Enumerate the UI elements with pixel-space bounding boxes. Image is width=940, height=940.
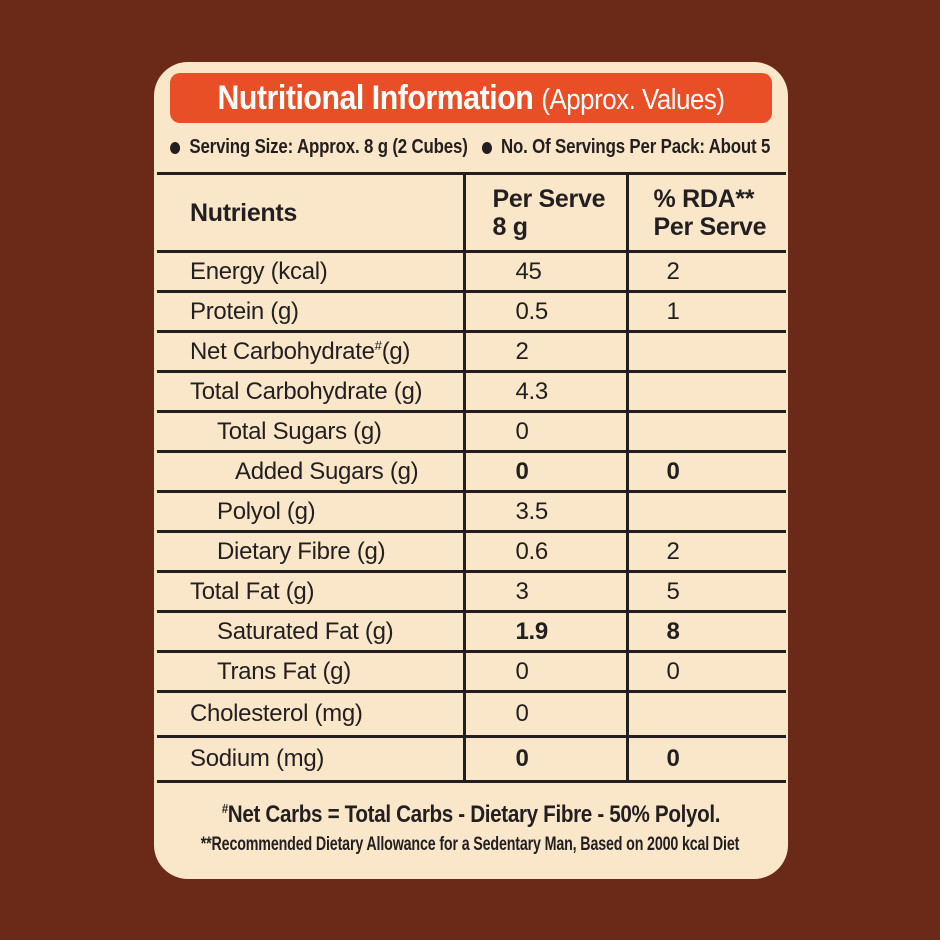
servings-per-pack-text: No. Of Servings Per Pack: About 5 bbox=[500, 136, 771, 158]
nutrient-label: Total Sugars (g) bbox=[157, 410, 464, 453]
nutrient-label: Saturated Fat (g) bbox=[157, 610, 464, 653]
per-serve-value: 0 bbox=[462, 650, 627, 693]
table-row: Sodium (mg) 0 0 bbox=[157, 735, 786, 783]
header-title: Nutritional Information bbox=[217, 78, 534, 117]
col-header-rda: % RDA** Per Serve bbox=[625, 172, 786, 253]
table-row: Polyol (g) 3.5 bbox=[157, 490, 786, 533]
table-header-row: Nutrients Per Serve 8 g % RDA** Per Serv… bbox=[157, 172, 786, 253]
nutrient-label: Trans Fat (g) bbox=[157, 650, 464, 693]
net-carbs-footnote-text: Net Carbs = Total Carbs - Dietary Fibre … bbox=[227, 801, 721, 828]
per-serve-value: 0.5 bbox=[462, 290, 627, 333]
per-serve-value: 2 bbox=[462, 330, 627, 373]
rda-value: 2 bbox=[625, 250, 786, 293]
per-serve-value: 0 bbox=[462, 735, 627, 783]
per-serve-value: 3.5 bbox=[462, 490, 627, 533]
table-row: Trans Fat (g) 0 0 bbox=[157, 650, 786, 693]
servings-per-pack-item: No. Of Servings Per Pack: About 5 bbox=[481, 136, 771, 159]
col-header-rda-line2: Per Serve bbox=[653, 212, 767, 241]
nutrient-label: Polyol (g) bbox=[157, 490, 464, 533]
col-header-per-serve-line2: 8 g bbox=[492, 212, 529, 241]
nutrition-table: Nutrients Per Serve 8 g % RDA** Per Serv… bbox=[157, 172, 786, 783]
col-header-per-serve: Per Serve 8 g bbox=[462, 172, 627, 253]
table-row: Cholesterol (mg) 0 bbox=[157, 690, 786, 738]
rda-value bbox=[625, 370, 786, 413]
nutrient-label: Added Sugars (g) bbox=[157, 450, 464, 493]
col-header-per-serve-line1: Per Serve bbox=[492, 184, 606, 213]
table-row: Saturated Fat (g) 1.9 8 bbox=[157, 610, 786, 653]
table-row: Added Sugars (g) 0 0 bbox=[157, 450, 786, 493]
bullet-icon bbox=[481, 141, 492, 154]
rda-value: 0 bbox=[625, 650, 786, 693]
rda-value bbox=[625, 490, 786, 533]
net-carbs-footnote: #Net Carbs = Total Carbs - Dietary Fibre… bbox=[170, 801, 772, 829]
nutrient-label: Sodium (mg) bbox=[157, 735, 464, 783]
serving-size-item: Serving Size: Approx. 8 g (2 Cubes) bbox=[170, 136, 468, 159]
header-banner-text: Nutritional Information (Approx. Values) bbox=[203, 79, 739, 118]
nutrition-label-card: Nutritional Information (Approx. Values)… bbox=[154, 62, 788, 879]
nutrient-label-sup: # bbox=[374, 337, 382, 353]
per-serve-value: 0 bbox=[462, 450, 627, 493]
rda-value: 5 bbox=[625, 570, 786, 613]
nutrient-label: Total Fat (g) bbox=[157, 570, 464, 613]
header-banner: Nutritional Information (Approx. Values) bbox=[170, 73, 772, 123]
rda-value: 0 bbox=[625, 450, 786, 493]
net-carbs-footnote-sup: # bbox=[221, 801, 228, 816]
rda-footnote: **Recommended Dietary Allowance for a Se… bbox=[200, 834, 740, 855]
bullet-icon bbox=[170, 141, 181, 154]
rda-value: 1 bbox=[625, 290, 786, 333]
serving-info-row: Serving Size: Approx. 8 g (2 Cubes) No. … bbox=[170, 136, 770, 159]
serving-size-text: Serving Size: Approx. 8 g (2 Cubes) bbox=[189, 136, 468, 158]
table-row: Protein (g) 0.5 1 bbox=[157, 290, 786, 333]
rda-value bbox=[625, 330, 786, 373]
rda-value bbox=[625, 410, 786, 453]
nutrient-label: Energy (kcal) bbox=[157, 250, 464, 293]
col-header-nutrients: Nutrients bbox=[157, 172, 464, 253]
rda-value: 8 bbox=[625, 610, 786, 653]
table-row: Dietary Fibre (g) 0.6 2 bbox=[157, 530, 786, 573]
nutrient-label: Cholesterol (mg) bbox=[157, 690, 464, 738]
rda-value bbox=[625, 690, 786, 738]
table-row: Energy (kcal) 45 2 bbox=[157, 250, 786, 293]
per-serve-value: 0 bbox=[462, 410, 627, 453]
nutrient-label: Total Carbohydrate (g) bbox=[157, 370, 464, 413]
per-serve-value: 3 bbox=[462, 570, 627, 613]
nutrient-label: Net Carbohydrate#(g) bbox=[157, 330, 464, 373]
per-serve-value: 45 bbox=[462, 250, 627, 293]
table-row: Total Sugars (g) 0 bbox=[157, 410, 786, 453]
col-header-rda-line1: % RDA** bbox=[653, 184, 755, 213]
nutrient-label: Dietary Fibre (g) bbox=[157, 530, 464, 573]
table-row: Total Fat (g) 3 5 bbox=[157, 570, 786, 613]
per-serve-value: 0.6 bbox=[462, 530, 627, 573]
rda-value: 0 bbox=[625, 735, 786, 783]
per-serve-value: 4.3 bbox=[462, 370, 627, 413]
nutrient-label: Protein (g) bbox=[157, 290, 464, 333]
per-serve-value: 1.9 bbox=[462, 610, 627, 653]
header-subtitle: (Approx. Values) bbox=[541, 83, 725, 116]
rda-value: 2 bbox=[625, 530, 786, 573]
nutrients-table-body: Energy (kcal) 45 2 Protein (g) 0.5 1 Net Carbo… bbox=[157, 250, 786, 783]
table-row: Total Carbohydrate (g) 4.3 bbox=[157, 370, 786, 413]
table-row: Net Carbohydrate#(g) 2 bbox=[157, 330, 786, 373]
per-serve-value: 0 bbox=[462, 690, 627, 738]
